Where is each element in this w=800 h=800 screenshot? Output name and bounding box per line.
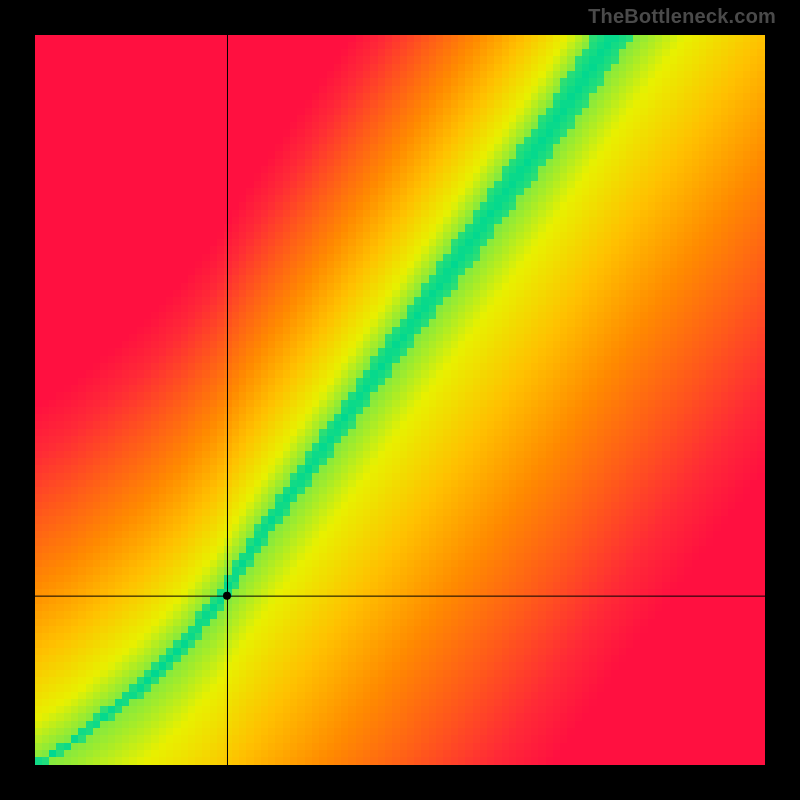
watermark-text: TheBottleneck.com	[588, 6, 776, 29]
bottleneck-heatmap	[35, 35, 765, 765]
figure-container: TheBottleneck.com	[0, 0, 800, 800]
